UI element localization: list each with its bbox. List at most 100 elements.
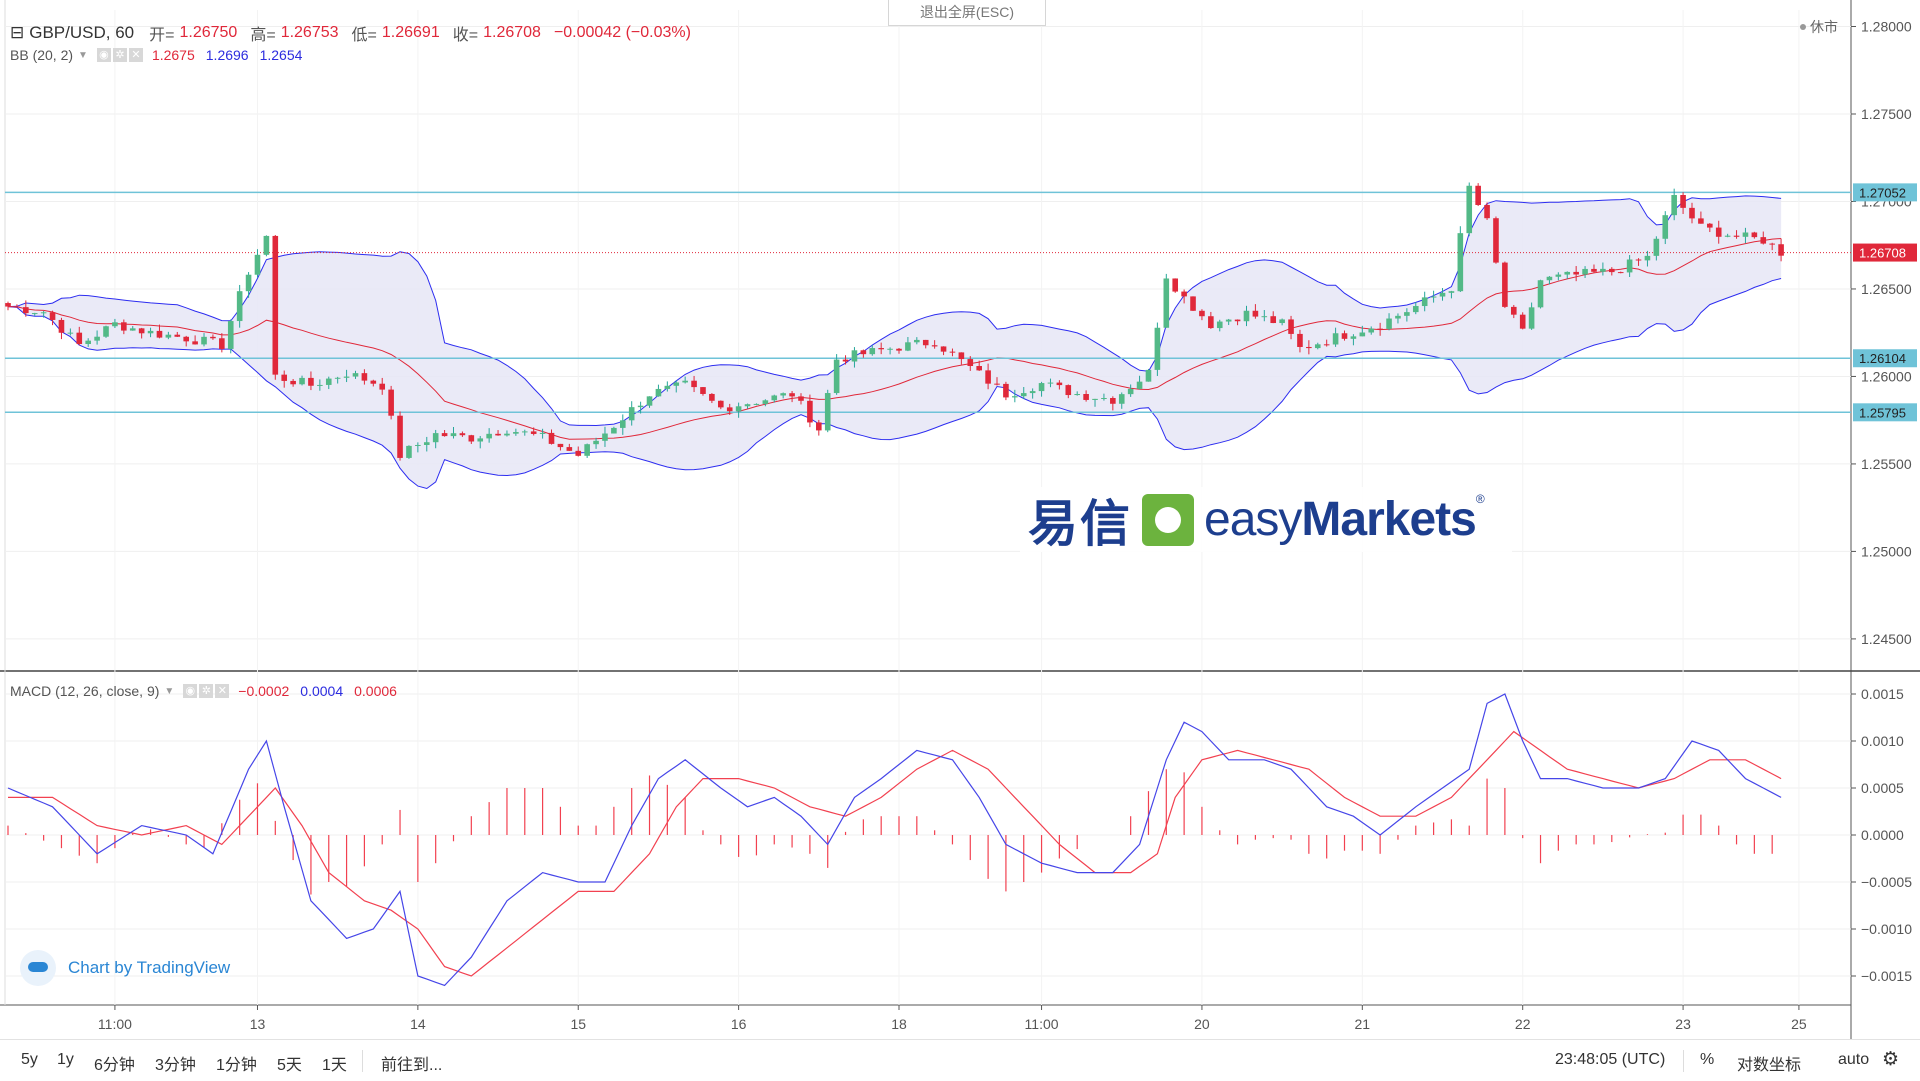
candle-body: [735, 406, 742, 412]
candle-body: [922, 339, 929, 346]
candle-body: [780, 393, 786, 396]
candle-body: [1555, 274, 1562, 277]
candle-body: [1582, 268, 1588, 275]
candle-body: [1778, 244, 1784, 256]
range-1m-button[interactable]: 1分钟: [216, 1057, 257, 1074]
candle-body: [530, 431, 537, 434]
candle-body: [628, 407, 635, 421]
chevron-down-icon[interactable]: ▼: [164, 685, 175, 697]
utc-clock[interactable]: 23:48:05 (UTC): [1555, 1051, 1666, 1068]
close-icon[interactable]: ✕: [215, 684, 230, 698]
level-price-label: 1.26104: [1859, 351, 1906, 366]
candle-body: [1350, 336, 1357, 339]
candle-body: [931, 345, 938, 347]
candle-body: [1537, 280, 1544, 308]
time-tick-label: 23: [1675, 1016, 1691, 1032]
range-5d-button[interactable]: 5天: [277, 1057, 302, 1074]
candle-body: [914, 339, 920, 343]
candle-body: [1012, 396, 1018, 398]
price-tick-label: 1.27500: [1861, 106, 1912, 122]
goto-date-button[interactable]: 前往到...: [381, 1057, 443, 1074]
high-value: 1.26753: [280, 24, 339, 41]
candle-body: [1724, 235, 1731, 237]
candle-body: [1118, 394, 1125, 404]
candle-body: [245, 274, 252, 292]
candle-body: [1154, 327, 1161, 370]
candle-body: [1225, 319, 1232, 322]
exit-fullscreen-button[interactable]: 退出全屏(ESC): [888, 0, 1046, 26]
candle-body: [1092, 398, 1098, 400]
candle-body: [958, 352, 965, 360]
candle-body: [611, 427, 617, 434]
candle-body: [370, 380, 377, 384]
candle-body: [423, 442, 430, 445]
logo-square-icon: [1142, 493, 1194, 546]
auto-scale-button[interactable]: auto: [1838, 1051, 1870, 1068]
candle-body: [58, 319, 65, 333]
eye-icon[interactable]: ◉: [183, 684, 198, 698]
attribution-text[interactable]: Chart by TradingView: [68, 958, 231, 977]
candle-body: [103, 326, 109, 337]
candle-body: [1751, 232, 1758, 238]
range-3m-button[interactable]: 3分钟: [155, 1057, 196, 1074]
candle-body: [165, 334, 172, 338]
close-value: 1.26708: [483, 24, 541, 41]
settings-gear-icon[interactable]: ⚙: [1882, 1049, 1900, 1070]
candle-body: [1715, 227, 1722, 237]
range-5y-button[interactable]: 5y: [21, 1051, 38, 1068]
close-icon[interactable]: ✕: [128, 48, 143, 62]
range-1y-button[interactable]: 1y: [57, 1051, 74, 1068]
candle-body: [789, 393, 795, 397]
macd-name: MACD (12, 26, close, 9): [10, 683, 160, 699]
macd-tick-label: 0.0000: [1861, 827, 1904, 843]
candle-body: [317, 384, 323, 386]
range-1d-button[interactable]: 1天: [322, 1057, 347, 1074]
gear-icon[interactable]: ✲: [112, 48, 127, 62]
candle-body: [192, 341, 198, 345]
chevron-down-icon[interactable]: ▼: [78, 49, 88, 61]
eye-icon[interactable]: ◉: [96, 48, 111, 62]
candle-body: [1020, 393, 1027, 397]
candle-body: [1502, 262, 1508, 307]
candle-body: [129, 328, 136, 331]
candle-body: [1136, 381, 1143, 389]
logo-chinese-text: 易信: [1028, 494, 1132, 553]
candle-body: [1234, 319, 1241, 322]
candle-body: [1412, 306, 1419, 313]
candle-body: [1653, 238, 1660, 256]
candle-body: [1430, 296, 1437, 298]
candle-body: [1626, 259, 1633, 273]
log-scale-button[interactable]: 对数坐标: [1737, 1057, 1802, 1074]
high-label: 高=: [250, 27, 276, 44]
logo-registered-mark: ®: [1475, 492, 1485, 506]
candle-body: [1707, 223, 1713, 228]
candle-body: [1199, 310, 1205, 317]
candle-body: [816, 422, 822, 431]
candle-body: [1306, 346, 1312, 349]
candle-body: [459, 433, 466, 436]
market-status-label: 休市: [1810, 19, 1838, 35]
candle-body: [325, 378, 332, 385]
time-tick-label: 25: [1791, 1016, 1807, 1032]
range-6m-button[interactable]: 6分钟: [94, 1057, 135, 1074]
candle-body: [985, 370, 991, 384]
candle-body: [905, 342, 911, 351]
time-tick-label: 11:00: [1025, 1016, 1059, 1032]
candle-body: [236, 291, 243, 322]
toolbar-divider: [362, 1050, 363, 1072]
candle-body: [807, 400, 813, 423]
collapse-icon[interactable]: ⊟: [10, 23, 25, 42]
tradingview-attribution[interactable]: Chart by TradingView: [20, 950, 230, 986]
candle-body: [1252, 310, 1259, 317]
percent-scale-button[interactable]: %: [1700, 1051, 1715, 1068]
candle-body: [771, 395, 778, 401]
candle-body: [112, 322, 118, 327]
time-tick-label: 11:00: [98, 1016, 132, 1032]
chart-background: [0, 0, 1920, 1039]
gear-icon[interactable]: ✲: [199, 684, 214, 698]
candle-body: [94, 336, 100, 341]
candle-body: [281, 374, 288, 381]
candle-body: [887, 348, 893, 350]
candle-body: [700, 387, 706, 394]
